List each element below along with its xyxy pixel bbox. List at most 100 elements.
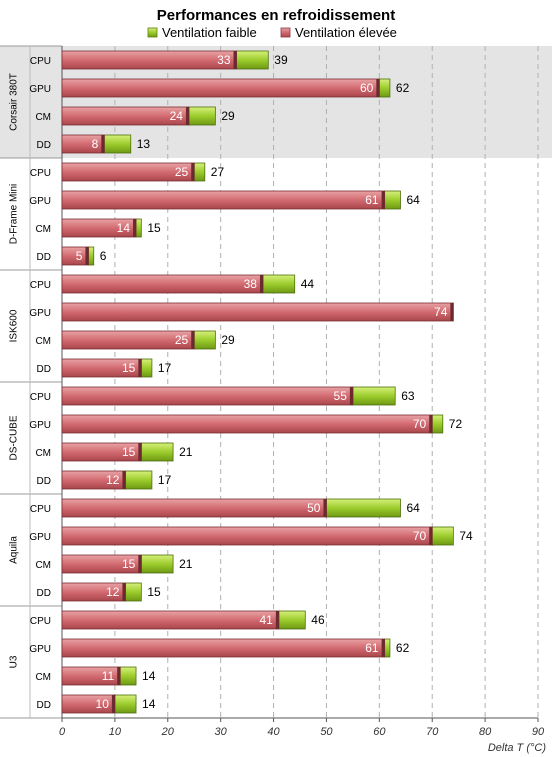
bar-ventilation-faible [384,638,391,658]
category-label: CPU [30,392,51,403]
bar-end-cap [450,303,454,321]
bar-end-cap [138,359,142,377]
x-tick-label: 90 [532,726,545,738]
data-label-elevee: 8 [92,137,99,151]
category-label: CM [35,336,51,347]
category-label: CM [35,112,51,123]
bar-end-cap [233,51,237,69]
bar-ventilation-elevee [61,358,142,378]
data-label-faible: 44 [301,277,315,291]
bar-ventilation-elevee [61,190,386,210]
data-label-elevee: 24 [170,109,184,123]
bar-ventilation-faible [140,358,153,378]
group-label: Corsair 380T [9,73,20,131]
bar-ventilation-elevee [61,554,142,574]
bar-ventilation-faible [119,666,137,686]
x-tick-label: 40 [267,726,280,738]
data-label-faible: 72 [449,417,463,431]
bar-ventilation-faible [378,78,391,98]
category-label: DD [37,252,51,263]
data-label-elevee: 15 [122,445,136,459]
bars: 33 39 60 62 24 29 8 13 25 27 61 64 14 15 5 6 38 44 74 25 29 1… [61,50,473,714]
data-label-faible: 64 [406,501,420,515]
data-label-elevee: 60 [360,81,374,95]
bar-end-cap [138,443,142,461]
bar-ventilation-elevee [61,50,237,70]
category-label: CPU [30,280,51,291]
data-label-elevee: 70 [413,529,427,543]
category-label: DD [37,476,51,487]
bar-end-cap [376,79,380,97]
bar-ventilation-faible [125,582,142,602]
data-label-faible: 17 [158,361,172,375]
bar-ventilation-faible [431,414,444,434]
data-label-elevee: 74 [434,305,448,319]
bar-ventilation-faible [88,246,95,266]
legend-swatch-high [280,27,291,38]
data-label-elevee: 5 [76,249,83,263]
category-label: DD [37,700,51,711]
category-label: GPU [29,84,51,95]
gridlines [114,46,539,718]
bar-end-cap [323,499,327,517]
x-tick-label: 60 [373,726,386,738]
group-label: U3 [9,655,20,668]
data-label-elevee: 61 [365,193,379,207]
category-labels: Corsair 380T CPU GPU CM DD D-Frame Mini CPU GPU… [9,56,51,711]
bar-end-cap [259,275,263,293]
category-label: DD [37,364,51,375]
data-label-faible: 39 [274,53,288,67]
data-label-elevee: 41 [259,613,273,627]
data-label-faible: 63 [401,389,415,403]
bar-ventilation-faible [188,106,216,126]
category-label: GPU [29,420,51,431]
data-label-faible: 21 [179,557,193,571]
x-tick-label: 70 [426,726,439,738]
data-label-elevee: 10 [96,697,110,711]
bar-ventilation-faible [140,554,174,574]
data-label-elevee: 50 [307,501,321,515]
x-tick-label: 80 [479,726,492,738]
data-label-elevee: 12 [106,473,120,487]
bar-end-cap [122,471,126,489]
category-label: GPU [29,644,51,655]
bar-ventilation-elevee [61,610,280,630]
chart-title: Performances en refroidissement [157,7,395,24]
data-label-faible: 46 [311,613,325,627]
bar-ventilation-faible [103,134,132,154]
bar-end-cap [185,107,189,125]
bar-ventilation-faible [431,526,454,546]
x-tick-label: 0 [59,726,66,738]
bar-end-cap [429,415,433,433]
bar-ventilation-elevee [61,638,386,658]
data-label-elevee: 14 [117,221,131,235]
category-label: CM [35,560,51,571]
data-label-faible: 27 [211,165,225,179]
bar-end-cap [349,387,353,405]
data-label-elevee: 61 [365,641,379,655]
category-label: GPU [29,308,51,319]
bar-end-cap [191,331,195,349]
data-label-faible: 62 [396,641,410,655]
bar-ventilation-elevee [61,414,433,434]
x-axis-title: Delta T (°C) [488,742,547,754]
bar-ventilation-faible [262,274,296,294]
bar-ventilation-elevee [61,302,454,322]
data-label-faible: 29 [221,109,235,123]
bar-ventilation-faible [193,330,216,350]
category-label: GPU [29,196,51,207]
category-label: GPU [29,532,51,543]
category-label: DD [37,588,51,599]
bar-ventilation-faible [384,190,401,210]
x-tick-label: 50 [320,726,333,738]
bar-end-cap [122,583,126,601]
category-label: CM [35,224,51,235]
x-tick-label: 10 [109,726,122,738]
bar-ventilation-faible [236,50,269,70]
category-label: CPU [30,504,51,515]
group-label: D-Frame Mini [9,184,20,245]
bar-end-cap [429,527,433,545]
bar-ventilation-faible [193,162,206,182]
bar-end-cap [275,611,279,629]
